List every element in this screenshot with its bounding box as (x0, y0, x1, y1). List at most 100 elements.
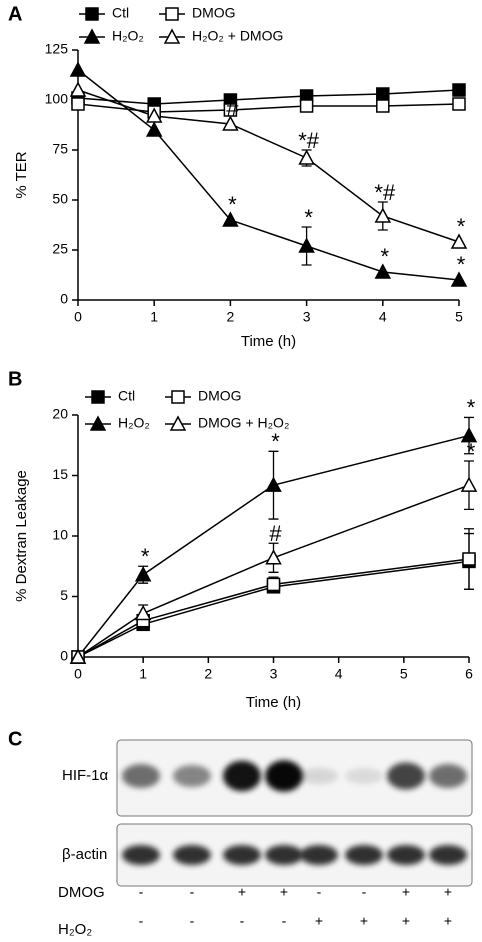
point (452, 83, 466, 97)
legend-label: DMOG + H₂O₂ (198, 415, 289, 431)
blot-band (122, 764, 160, 788)
point (266, 577, 281, 592)
y-tick-label: 5 (60, 587, 68, 603)
x-tick-label: 2 (204, 666, 212, 682)
x-tick-label: 0 (74, 309, 82, 325)
point (376, 87, 390, 101)
y-tick-label: 0 (60, 648, 68, 664)
point (298, 149, 315, 165)
y-tick-label: 100 (45, 91, 69, 107)
condition-label: DMOG (58, 884, 105, 901)
y-tick-label: 75 (52, 141, 68, 157)
annotation: * (271, 429, 280, 454)
sign: + (444, 884, 452, 900)
x-tick-label: 4 (335, 666, 343, 682)
point (222, 211, 239, 227)
legend-label: H₂O₂ (112, 28, 144, 44)
y-axis-label: % Dextran Leakage (13, 470, 30, 602)
point (265, 476, 282, 492)
y-tick-label: 15 (52, 466, 68, 482)
annotation: *# (298, 128, 320, 153)
point (460, 476, 478, 492)
annotation: * (457, 214, 466, 239)
annotation: * (381, 244, 390, 269)
sign: + (280, 884, 288, 900)
blot-band (387, 845, 425, 865)
sign: - (139, 913, 144, 929)
point (222, 115, 239, 131)
x-tick-label: 3 (303, 309, 311, 325)
annotation: * (228, 192, 237, 217)
point (462, 552, 476, 566)
sign: + (444, 913, 452, 929)
y-tick-label: 125 (45, 41, 69, 57)
point (145, 121, 163, 137)
annotation: *# (374, 180, 396, 205)
y-tick-label: 50 (52, 191, 68, 207)
blot-band (265, 845, 303, 865)
sign: + (402, 884, 410, 900)
x-tick-label: 4 (379, 309, 387, 325)
sign: + (315, 913, 323, 929)
annotation: * (467, 395, 476, 420)
y-tick-label: 20 (52, 406, 68, 422)
annotation: * (467, 439, 476, 464)
point (265, 549, 282, 565)
blot-band (122, 845, 160, 865)
x-axis-label: Time (h) (246, 694, 301, 711)
blot-band (300, 767, 338, 785)
series-line (77, 434, 470, 658)
point (71, 97, 85, 111)
sign: - (240, 913, 245, 929)
point (299, 99, 314, 113)
sign: - (282, 913, 287, 929)
y-tick-label: 25 (52, 241, 68, 257)
blot-band (265, 760, 303, 792)
point (69, 81, 87, 97)
legend-marker (85, 7, 99, 21)
point (298, 237, 315, 253)
row-label: β-actin (62, 846, 107, 863)
series-line (77, 103, 460, 113)
legend-marker (89, 415, 107, 431)
blot-band (223, 760, 261, 792)
sign: - (317, 884, 322, 900)
point (134, 566, 152, 582)
x-tick-label: 2 (227, 309, 235, 325)
row-label: HIF-1α (62, 767, 109, 784)
panel-label: A (8, 3, 22, 25)
legend-label: H₂O₂ (118, 415, 150, 431)
blot-band (429, 764, 467, 788)
blot-band (223, 845, 261, 865)
x-tick-label: 0 (74, 666, 82, 682)
blot-band (300, 845, 338, 865)
sign: + (238, 884, 246, 900)
legend-marker (165, 7, 179, 21)
legend-label: H₂O₂ + DMOG (192, 28, 283, 44)
sign: + (360, 913, 368, 929)
sign: - (139, 884, 144, 900)
annotation: * (141, 544, 150, 569)
blot-band (173, 764, 211, 788)
x-tick-label: 1 (139, 666, 147, 682)
blot-band (387, 762, 425, 790)
sign: - (190, 884, 195, 900)
point (450, 271, 468, 287)
point (69, 61, 87, 77)
annotation: * (457, 252, 466, 277)
x-tick-label: 5 (400, 666, 408, 682)
series-line (77, 69, 460, 281)
condition-label: H₂O₂ (58, 921, 92, 938)
point (374, 207, 392, 223)
annotation: # (226, 96, 239, 121)
sign: - (190, 913, 195, 929)
x-tick-label: 1 (150, 309, 158, 325)
legend-marker (91, 390, 105, 404)
point (460, 426, 478, 443)
y-tick-label: 10 (52, 527, 68, 543)
point (145, 107, 163, 123)
legend-label: Ctl (118, 388, 135, 404)
series-line (77, 89, 460, 105)
x-tick-label: 3 (270, 666, 278, 682)
legend-marker (169, 415, 187, 431)
